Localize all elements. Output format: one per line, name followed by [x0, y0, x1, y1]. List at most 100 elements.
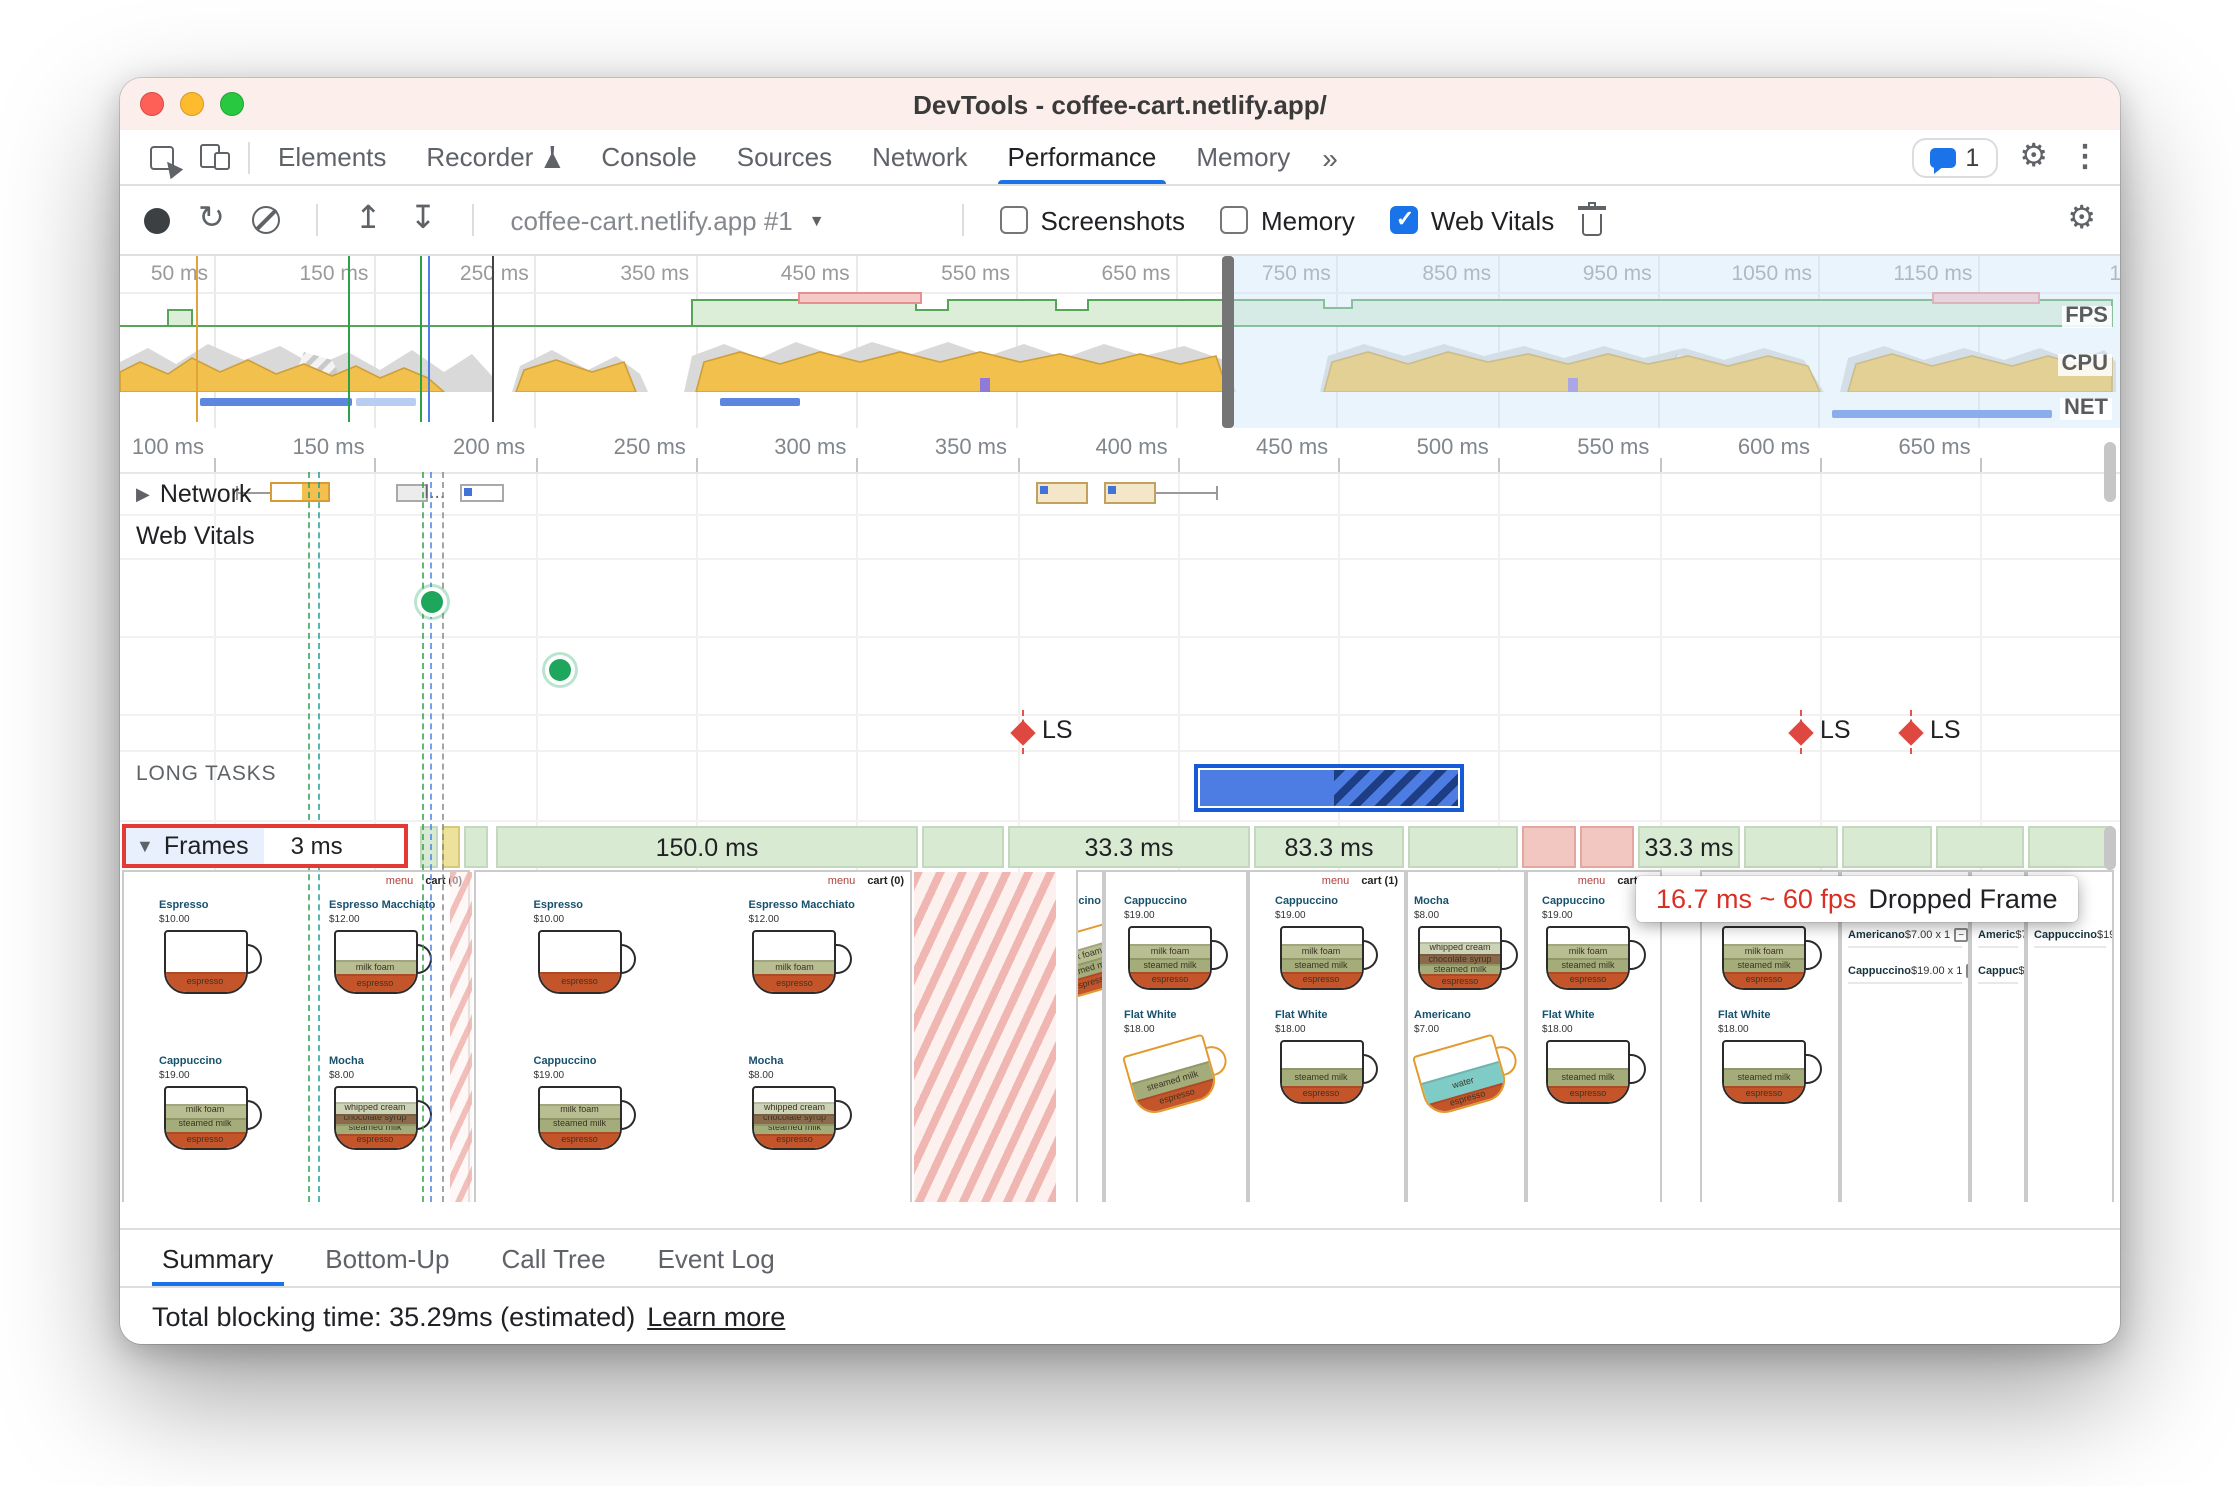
drink-name: Cappuccino	[1078, 896, 1101, 908]
drink-price: $10.00	[159, 914, 190, 926]
checkbox-web-vitals[interactable]: ✓ Web Vitals	[1390, 205, 1554, 235]
filmstrip-drink: Espresso $10.00 espresso	[159, 900, 263, 1043]
network-track-toggle[interactable]: ▶ Network	[136, 480, 252, 508]
learn-more-link[interactable]: Learn more	[647, 1301, 786, 1331]
network-request-bar[interactable]	[396, 484, 428, 502]
frame-segment[interactable]	[464, 826, 488, 868]
cup-handle	[834, 944, 852, 974]
long-task-bar[interactable]	[1194, 764, 1464, 812]
overview-tick-label: 1150 ms	[1893, 262, 1973, 286]
messages-badge[interactable]: 1	[1911, 137, 1998, 177]
bottom-tab-call-tree[interactable]: Call Tree	[501, 1243, 606, 1273]
tab-console[interactable]: Console	[581, 130, 716, 184]
bottom-tab-summary[interactable]: Summary	[136, 1230, 299, 1286]
frames-track-header[interactable]: ▼ Frames 3 ms	[122, 824, 408, 868]
frame-screenshot[interactable]: menu cart (0) Espresso $10.00 espresso Espres…	[122, 870, 470, 1202]
frame-segment[interactable]: 150.0 ms	[496, 826, 918, 868]
reload-and-record-button[interactable]: ↻	[198, 202, 225, 236]
frame-segment[interactable]: 83.3 ms	[1254, 826, 1404, 868]
settings-gear-icon[interactable]: ⚙	[2019, 139, 2048, 173]
timeline-overview[interactable]: 50 ms 150 ms 250 ms 350 ms 450 ms 550 ms 650 m…	[120, 256, 2120, 430]
cart-item-row: Americ$7.00 x−+	[1978, 928, 2024, 948]
vertical-scrollbar-thumb[interactable]	[2104, 442, 2116, 502]
drink-name: Espresso	[159, 900, 209, 912]
history-selector-label: coffee-cart.netlify.app #1	[510, 205, 793, 235]
frames-track-toggle[interactable]: ▼ Frames	[126, 828, 265, 864]
history-selector[interactable]: coffee-cart.netlify.app #1 ▼	[510, 205, 926, 235]
frame-screenshot[interactable]	[914, 872, 1056, 1202]
frame-segment[interactable]	[1744, 826, 1838, 868]
device-toolbar-button[interactable]	[188, 133, 240, 181]
frame-segment[interactable]	[2028, 826, 2112, 868]
frame-segment[interactable]: 33.3 ms	[1008, 826, 1250, 868]
filmstrip-drink: Mocha $8.00 whipped cream chocolate syrup st…	[749, 1055, 853, 1198]
tab-recorder[interactable]: Recorder	[406, 130, 581, 184]
clear-button[interactable]	[252, 206, 281, 234]
web-vitals-good-marker[interactable]	[421, 591, 443, 613]
overview-tick-label: 750 ms	[1261, 262, 1331, 286]
cup-handle	[1361, 1054, 1378, 1084]
screenshot-cart-link: cart (0)	[867, 876, 904, 888]
checkbox-screenshots[interactable]: Screenshots	[1000, 205, 1185, 235]
overview-row-fps: FPS	[2061, 305, 2112, 328]
network-request-bar[interactable]	[1104, 482, 1156, 504]
frame-segment[interactable]: 33.3 ms	[1638, 826, 1740, 868]
frame-segment[interactable]	[922, 826, 1004, 868]
frame-segment[interactable]	[1842, 826, 1932, 868]
frame-segment[interactable]	[1936, 826, 2024, 868]
trash-icon[interactable]	[1578, 201, 1607, 235]
checkbox-memory[interactable]: Memory	[1220, 205, 1355, 235]
load-profile-button[interactable]: ↥	[354, 202, 382, 236]
frame-segment[interactable]	[1408, 826, 1518, 868]
network-request-bar[interactable]	[270, 482, 330, 502]
record-button[interactable]	[144, 207, 170, 233]
bottom-tab-event-log[interactable]: Event Log	[657, 1243, 775, 1273]
cup-layer: milk foam	[1548, 944, 1628, 958]
cup-handle	[1361, 940, 1378, 970]
network-request-bar[interactable]	[460, 484, 504, 502]
screenshot-header: menu cart (1)	[1254, 877, 1398, 889]
frame-screenshot[interactable]: Cappuccino$19.00 x 1−+	[2026, 870, 2114, 1202]
inspect-element-button[interactable]	[136, 133, 188, 181]
minimize-button[interactable]	[180, 92, 204, 116]
tab-memory[interactable]: Memory	[1176, 130, 1310, 184]
tab-network[interactable]: Network	[852, 130, 987, 184]
fps-chart	[120, 299, 2113, 327]
vertical-scrollbar-thumb[interactable]	[2104, 826, 2116, 870]
frame-segment[interactable]	[1522, 826, 1576, 868]
capture-settings-gear-icon[interactable]: ⚙	[2067, 202, 2096, 236]
layout-shift-label: LS	[1930, 716, 1961, 744]
frame-segment[interactable]	[420, 826, 438, 868]
overview-drag-handle[interactable]	[1222, 256, 1234, 428]
web-vitals-good-marker[interactable]	[549, 659, 571, 681]
tab-sources[interactable]: Sources	[717, 130, 852, 184]
frame-segment[interactable]	[442, 826, 460, 868]
zoom-button[interactable]	[220, 92, 244, 116]
coffee-cup: espresso	[537, 930, 622, 994]
drink-price: $19.00	[533, 1069, 565, 1081]
frame-screenshot[interactable]: Mocha $8.00 whipped cream chocolate syrup st…	[1406, 870, 1526, 1202]
frame-segment[interactable]	[1580, 826, 1634, 868]
drink-price: $7.00	[1414, 1024, 1440, 1036]
frame-screenshot[interactable]: Americano$7.00 x 1−+ Cappuccino$19.00 x 1…	[1840, 870, 1970, 1202]
drink-name: Cappuccino	[159, 1055, 222, 1067]
more-tabs-button[interactable]: »	[1322, 141, 1338, 173]
frame-screenshot[interactable]: menu cart (0) Espresso $10.00 espresso Espres…	[474, 870, 912, 1202]
cup-layer: milk foam	[539, 1103, 620, 1117]
close-button[interactable]	[140, 92, 164, 116]
event-marker-line	[442, 472, 444, 1202]
frame-screenshot[interactable]: Americ$7.00 x−+ Cappuc$19.00−+	[1970, 870, 2026, 1202]
tab-elements[interactable]: Elements	[258, 130, 406, 184]
tab-performance[interactable]: Performance	[988, 130, 1177, 184]
bottom-tab-bottom-up[interactable]: Bottom-Up	[325, 1243, 450, 1273]
more-options-icon[interactable]: ⋮	[2070, 140, 2100, 174]
save-profile-button[interactable]: ↧	[409, 202, 437, 236]
network-request-bar[interactable]	[1036, 482, 1088, 504]
cart-item-qty: $19.00	[2018, 965, 2024, 977]
